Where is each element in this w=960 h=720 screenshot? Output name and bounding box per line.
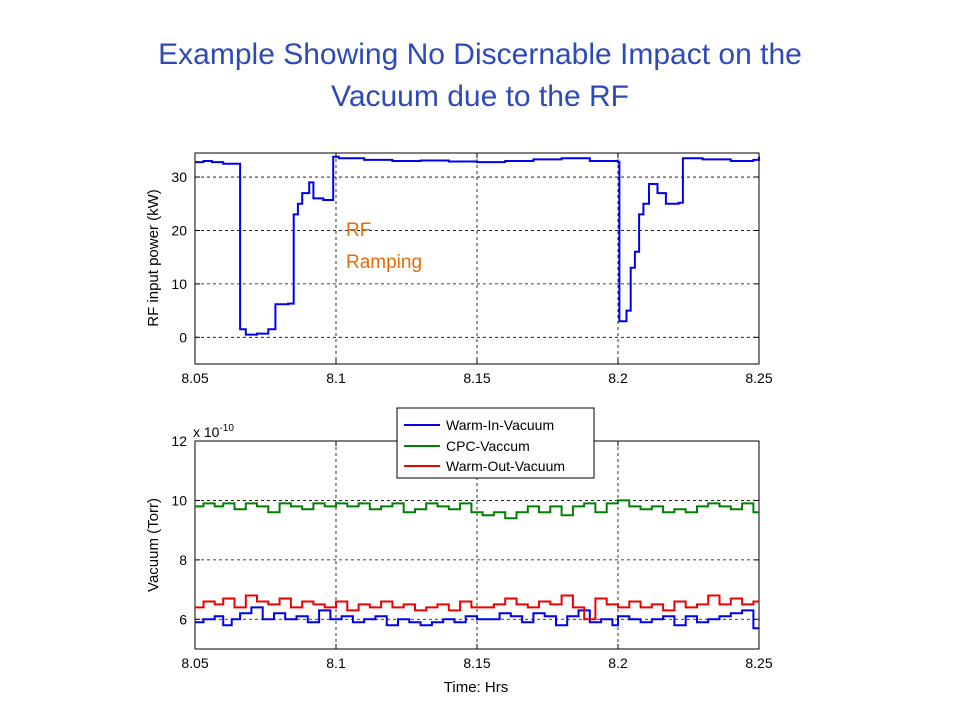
rf-ramping-annotation-line-1: RF (346, 220, 371, 241)
y-scale-base: x 10 (193, 424, 220, 440)
rf-power-x-tick-label: 8.05 (181, 370, 208, 386)
vacuum-x-tick-label: 8.2 (608, 655, 628, 671)
vacuum-y-tick-label: 6 (179, 611, 187, 627)
vacuum-legend: Warm-In-Vacuum CPC-Vaccum Warm-Out-Vacuu… (396, 407, 595, 479)
vacuum-x-ticks: 8.05 8.1 8.15 8.2 8.25 (181, 441, 773, 671)
rf-power-chart: 8.05 8.1 8.15 8.2 8.25 0 10 20 30 RF input powe… (145, 152, 773, 386)
rf-power-y-axis-label: RF input power (kW) (145, 189, 162, 327)
legend-label-cpc: CPC-Vaccum (446, 438, 530, 454)
vacuum-x-tick-label: 8.05 (181, 655, 208, 671)
slide-title-line-1: Example Showing No Discernable Impact on… (158, 38, 802, 71)
rf-power-y-tick-label: 10 (171, 276, 187, 292)
rf-power-x-tick-label: 8.2 (608, 370, 628, 386)
vacuum-x-tick-label: 8.15 (463, 655, 490, 671)
rf-power-y-tick-label: 30 (171, 169, 187, 185)
rf-power-y-tick-label: 20 (171, 222, 187, 238)
rf-power-series-line-0 (195, 155, 760, 336)
rf-power-x-tick-label: 8.1 (326, 370, 346, 386)
vacuum-series-line-0 (195, 606, 759, 630)
legend-label-warm-out: Warm-Out-Vacuum (446, 458, 565, 474)
legend-label-warm-in: Warm-In-Vacuum (446, 417, 554, 433)
rf-power-y-ticks: 0 10 20 30 (171, 169, 759, 345)
vacuum-x-tick-label: 8.1 (326, 655, 346, 671)
vacuum-y-ticks: 6 8 10 12 (171, 433, 759, 627)
rf-power-series (195, 155, 760, 336)
y-scale-exponent: -10 (219, 423, 234, 434)
vacuum-series-line-1 (195, 499, 759, 520)
rf-power-x-ticks: 8.05 8.1 8.15 8.2 8.25 (181, 153, 773, 386)
vacuum-y-axis-label: Vacuum (Torr) (145, 498, 162, 592)
vacuum-y-tick-label: 8 (179, 552, 187, 568)
vacuum-x-tick-label: 8.25 (745, 655, 772, 671)
rf-power-grid (195, 153, 759, 364)
slide-title: Example Showing No Discernable Impact on… (80, 34, 880, 118)
y-scale-multiplier: x 10-10 (193, 423, 234, 440)
vacuum-y-tick-label: 12 (171, 433, 187, 449)
vacuum-y-tick-label: 10 (171, 492, 187, 508)
slide-title-line-2: Vacuum due to the RF (331, 80, 629, 113)
vacuum-series-line-2 (195, 594, 759, 621)
rf-power-x-tick-label: 8.25 (745, 370, 772, 386)
rf-ramping-annotation-line-2: Ramping (346, 252, 422, 273)
rf-power-x-tick-label: 8.15 (463, 370, 490, 386)
rf-power-y-tick-label: 0 (179, 329, 187, 345)
vacuum-series (195, 499, 759, 630)
vacuum-x-axis-label: Time: Hrs (444, 679, 508, 696)
